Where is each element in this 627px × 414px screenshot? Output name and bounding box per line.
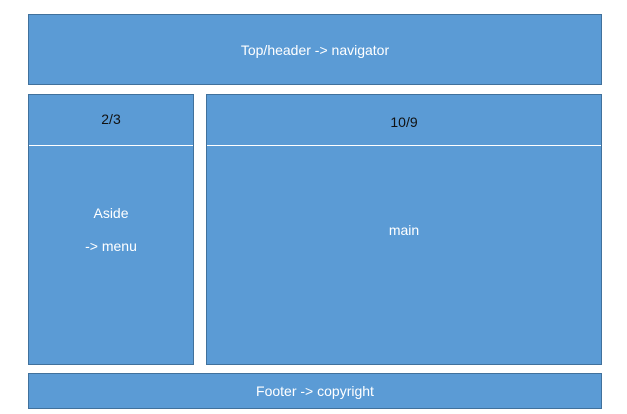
main-divider <box>207 145 601 146</box>
aside-subtitle-label: -> menu <box>85 238 137 254</box>
main-title-label: main <box>388 222 420 238</box>
header-label: Top/header -> navigator <box>240 42 390 58</box>
main-block: 10/9 main <box>206 94 602 365</box>
aside-ratio-label: 2/3 <box>101 111 121 127</box>
header-block: Top/header -> navigator <box>28 14 602 85</box>
aside-block: 2/3 Aside -> menu <box>28 94 194 365</box>
aside-divider <box>29 145 193 146</box>
footer-label: Footer -> copyright <box>256 383 374 399</box>
main-ratio-label: 10/9 <box>390 114 418 130</box>
footer-block: Footer -> copyright <box>28 373 602 409</box>
aside-title-label: Aside <box>93 205 129 221</box>
